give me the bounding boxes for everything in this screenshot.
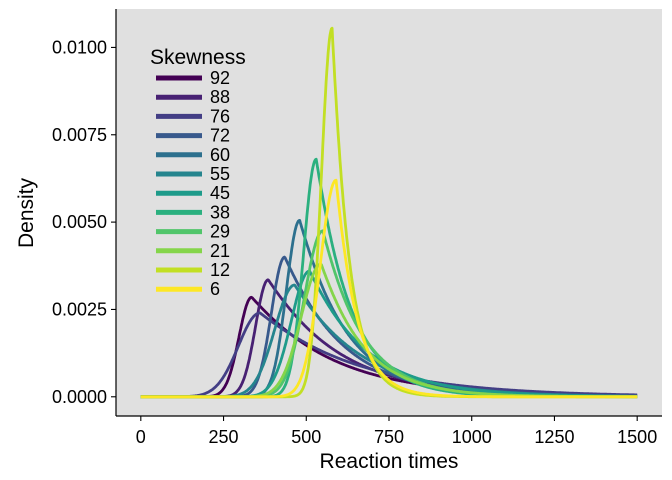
y-tick-label: 0.0025 [52, 299, 107, 319]
legend-label-60: 60 [210, 145, 230, 165]
x-tick-label: 1500 [617, 427, 657, 447]
legend-label-29: 29 [210, 222, 230, 242]
x-tick-label: 0 [136, 427, 146, 447]
legend-label-6: 6 [210, 279, 220, 299]
x-tick-label: 1000 [452, 427, 492, 447]
y-axis-title: Density [15, 177, 38, 248]
legend-label-38: 38 [210, 202, 230, 222]
y-tick-label: 0.0000 [52, 387, 107, 407]
legend-label-21: 21 [210, 241, 230, 261]
legend-title: Skewness [150, 46, 246, 69]
x-tick-label: 250 [209, 427, 239, 447]
series-lines [140, 26, 638, 399]
legend-label-45: 45 [210, 183, 230, 203]
x-axis-ticks: 0 250 500 750 1000 1250 1500 [136, 416, 657, 447]
plot-panel [116, 9, 662, 416]
legend-label-72: 72 [210, 126, 230, 146]
x-tick-label: 1250 [534, 427, 574, 447]
x-axis-title: Reaction times [320, 450, 459, 473]
legend-label-12: 12 [210, 260, 230, 280]
y-tick-label: 0.0075 [52, 125, 107, 145]
x-tick-label: 750 [374, 427, 404, 447]
y-tick-label: 0.0100 [52, 37, 107, 57]
y-tick-label: 0.0050 [52, 212, 107, 232]
legend-label-92: 92 [210, 68, 230, 88]
legend-label-55: 55 [210, 164, 230, 184]
series-line-6 [140, 178, 638, 399]
y-axis-ticks: 0.0000 0.0025 0.0050 0.0075 0.0100 [52, 37, 116, 407]
legend-label-88: 88 [210, 87, 230, 107]
x-tick-label: 500 [291, 427, 321, 447]
legend-label-76: 76 [210, 106, 230, 126]
